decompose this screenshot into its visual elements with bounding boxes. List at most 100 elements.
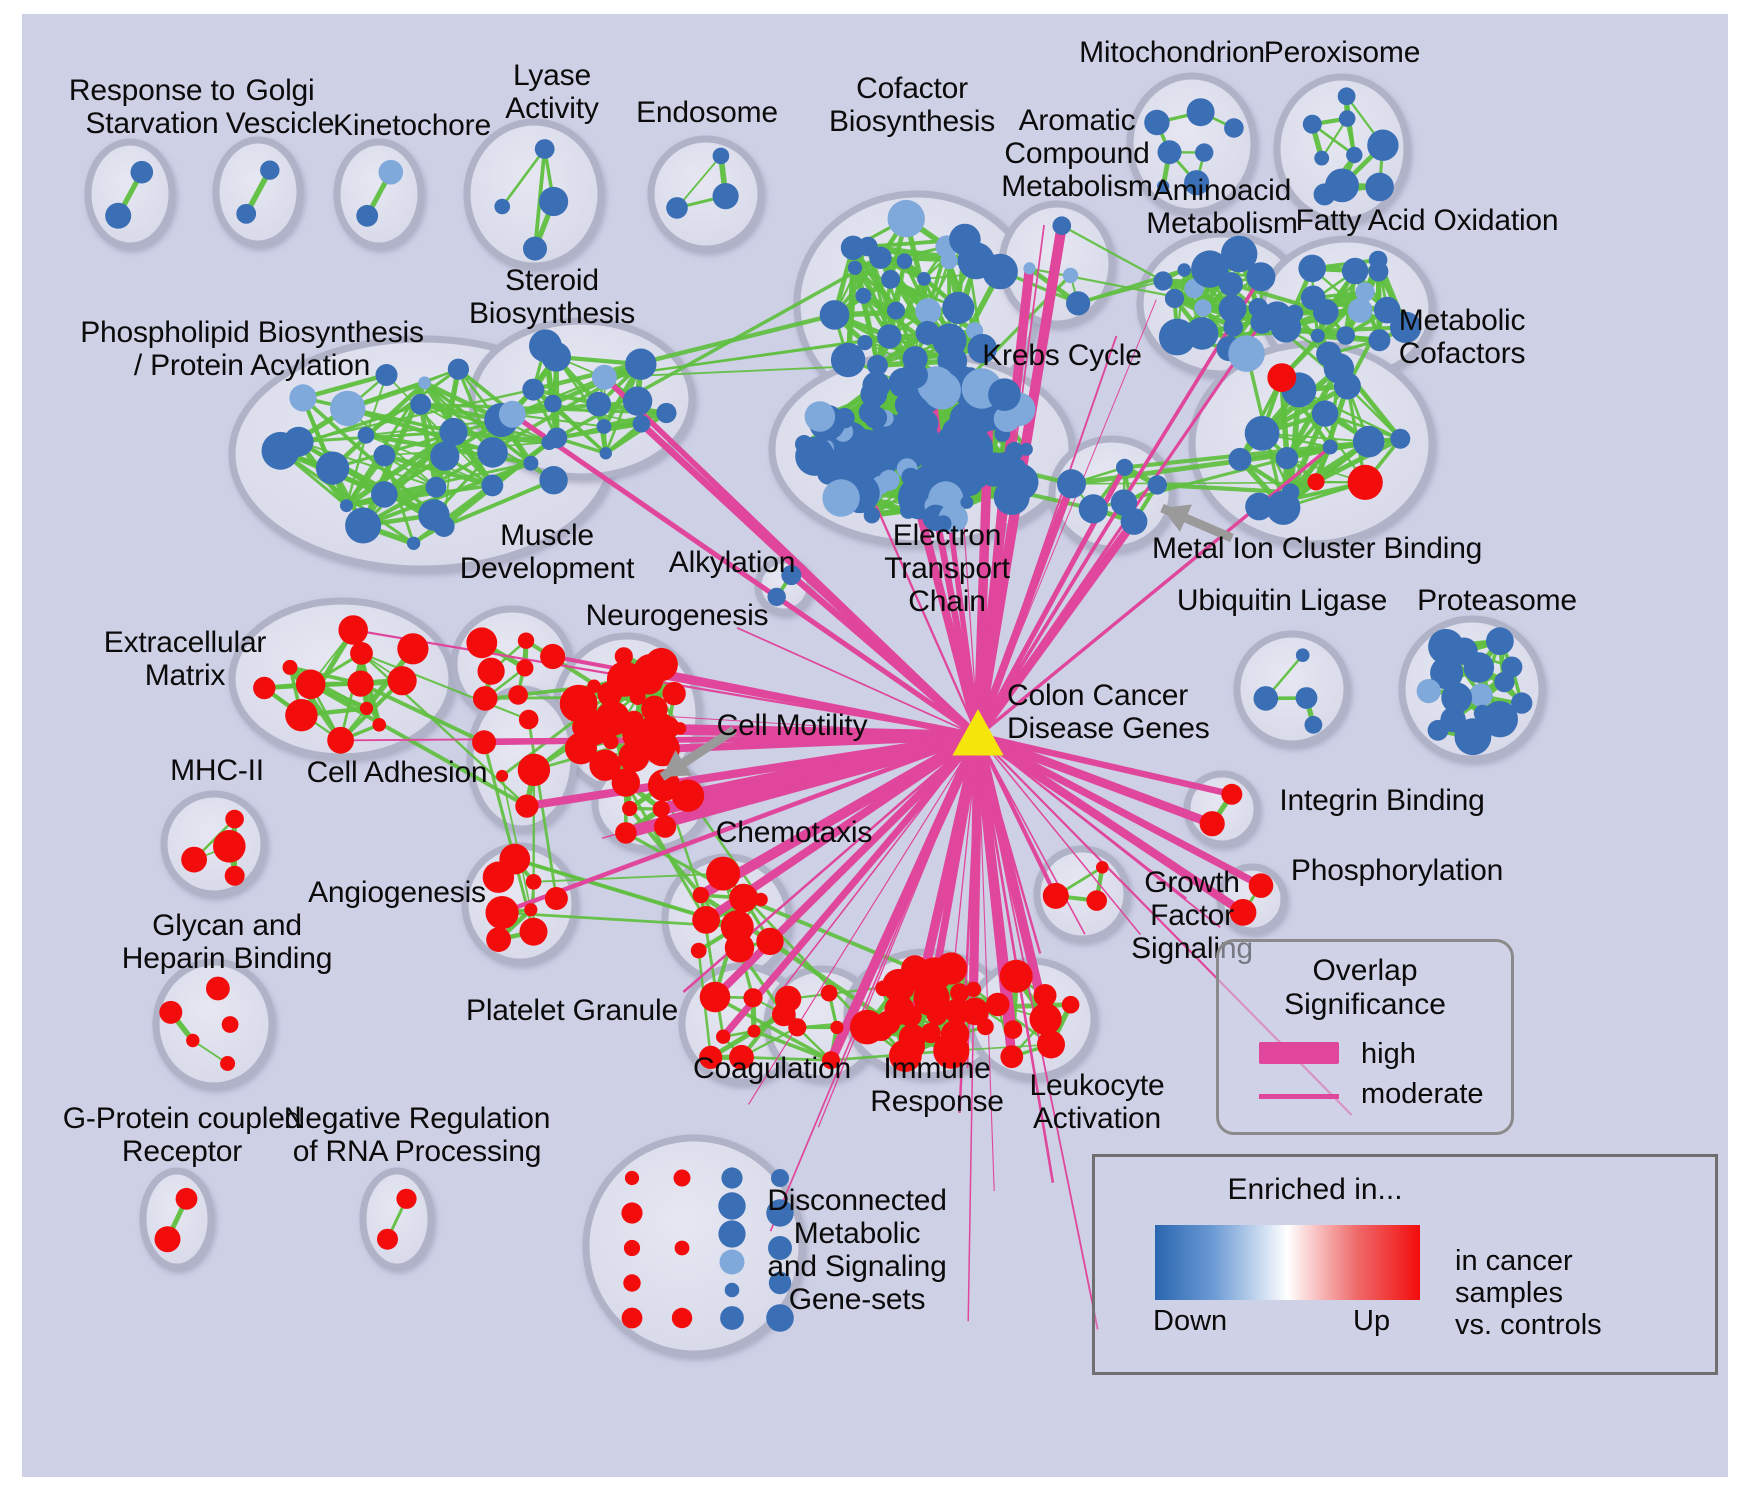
cluster-label-metal-ion-cluster-binding: Metal Ion Cluster Binding <box>1152 532 1483 565</box>
gene-set-node <box>356 204 379 227</box>
gene-set-node <box>1194 299 1212 317</box>
gene-set-node <box>589 749 621 781</box>
gene-set-node <box>644 647 678 682</box>
gene-set-node <box>1221 783 1243 805</box>
gene-set-node <box>1062 267 1079 284</box>
gene-set-node <box>518 709 539 730</box>
inter-cluster-edge <box>1077 280 1164 305</box>
gene-set-node <box>1191 250 1229 288</box>
hub-edge-moderate <box>977 735 1142 936</box>
gene-set-node <box>586 391 612 417</box>
inter-cluster-edge <box>753 1029 832 1062</box>
gene-set-node <box>1228 447 1252 471</box>
hub-edge-moderate <box>769 735 979 1232</box>
inter-cluster-edge <box>309 682 528 808</box>
gene-set-node <box>1430 656 1464 690</box>
cluster-label-lyase-activity: Lyase Activity <box>505 59 599 125</box>
gene-set-node <box>289 384 317 412</box>
gene-set-node <box>1248 873 1274 898</box>
gene-set-node <box>1164 288 1185 309</box>
gradient-down-label: Down <box>1153 1305 1228 1337</box>
hub-edge-moderate <box>747 735 979 1105</box>
gene-set-node <box>338 615 369 645</box>
gene-set-node <box>654 815 677 838</box>
gene-set-node <box>508 685 528 705</box>
gene-set-node <box>1003 1020 1023 1039</box>
moderate-significance-swatch <box>1259 1094 1339 1099</box>
cluster-label-alkylation: Alkylation <box>668 546 796 579</box>
gene-set-node <box>1295 648 1310 662</box>
gene-set-node <box>756 927 784 956</box>
gene-set-node <box>387 666 417 696</box>
gene-set-node <box>977 1018 994 1036</box>
gene-set-node <box>623 1274 641 1292</box>
gene-set-node <box>1066 291 1091 316</box>
hub-edge <box>353 628 979 738</box>
gene-set-node <box>774 985 802 1013</box>
cluster-label-ubiquitin-ligase: Ubiquitin Ligase <box>1176 584 1388 617</box>
gene-set-node <box>942 291 975 324</box>
hub-edge <box>976 731 1214 828</box>
gene-set-node <box>822 1051 840 1070</box>
gene-set-node <box>372 718 387 732</box>
gene-set-node <box>1029 1003 1062 1036</box>
gene-set-node <box>477 657 505 685</box>
gene-set-node <box>130 160 154 184</box>
inter-cluster-edge <box>361 652 530 721</box>
gene-set-node <box>260 160 280 180</box>
gene-set-node <box>496 769 509 782</box>
gene-set-node <box>1454 718 1492 756</box>
gene-set-node <box>729 883 758 913</box>
gene-set-node <box>396 1188 417 1209</box>
gene-set-node <box>623 1239 641 1257</box>
gene-set-node <box>1037 1030 1065 1059</box>
cluster-label-muscle-development: Muscle Development <box>459 519 635 585</box>
gene-set-node <box>656 402 677 424</box>
gene-set-node <box>397 633 429 665</box>
similarity-edge <box>331 381 427 470</box>
gene-set-node <box>767 587 786 607</box>
gene-set-node <box>768 1236 792 1260</box>
similarity-edge <box>332 418 502 470</box>
gene-set-node <box>1042 882 1069 909</box>
gene-set-node <box>1078 494 1108 524</box>
enriched-side-text: in cancer samples vs. controls <box>1455 1245 1602 1341</box>
cluster-label-krebs-cycle: Krebs Cycle <box>982 339 1142 372</box>
gene-set-node <box>499 843 531 875</box>
gene-set-node <box>949 223 981 256</box>
gene-set-node <box>430 441 460 471</box>
gene-set-node <box>213 830 246 863</box>
gene-set-node <box>1184 170 1210 196</box>
gene-set-node <box>896 253 913 269</box>
inter-cluster-edge <box>742 896 916 971</box>
gene-set-node <box>261 431 300 470</box>
hub-edge-moderate <box>977 335 1118 737</box>
hub-edge <box>973 734 1051 1021</box>
similarity-edge <box>1262 432 1369 443</box>
gene-set-node <box>950 983 970 1003</box>
gene-set-node <box>614 647 633 666</box>
gene-set-node <box>743 988 763 1008</box>
gene-set-node <box>622 386 653 416</box>
similarity-edge <box>301 396 436 517</box>
gene-set-node <box>1298 254 1326 283</box>
gene-set-node <box>540 643 566 670</box>
gene-set-node <box>1389 311 1422 344</box>
gene-set-node <box>894 393 918 417</box>
gene-set-node <box>485 896 519 930</box>
similarity-edge <box>604 363 642 454</box>
gene-set-node <box>546 427 568 449</box>
gene-set-node <box>887 199 925 238</box>
gene-set-node <box>1511 692 1533 714</box>
gene-set-node <box>1441 682 1473 714</box>
gene-set-node <box>1267 363 1297 392</box>
cluster-label-g-protein-coupled-receptor: G-Protein coupled Receptor <box>62 1102 302 1168</box>
overlap-legend-title: Overlap Significance <box>1284 954 1446 1021</box>
gene-set-node <box>900 502 917 519</box>
similarity-edge <box>853 266 929 335</box>
gene-set-node <box>406 536 421 550</box>
gene-set-node <box>1023 262 1036 275</box>
inter-cluster-edge <box>532 312 836 392</box>
gene-set-node <box>857 335 873 351</box>
inter-cluster-edge <box>482 741 535 933</box>
